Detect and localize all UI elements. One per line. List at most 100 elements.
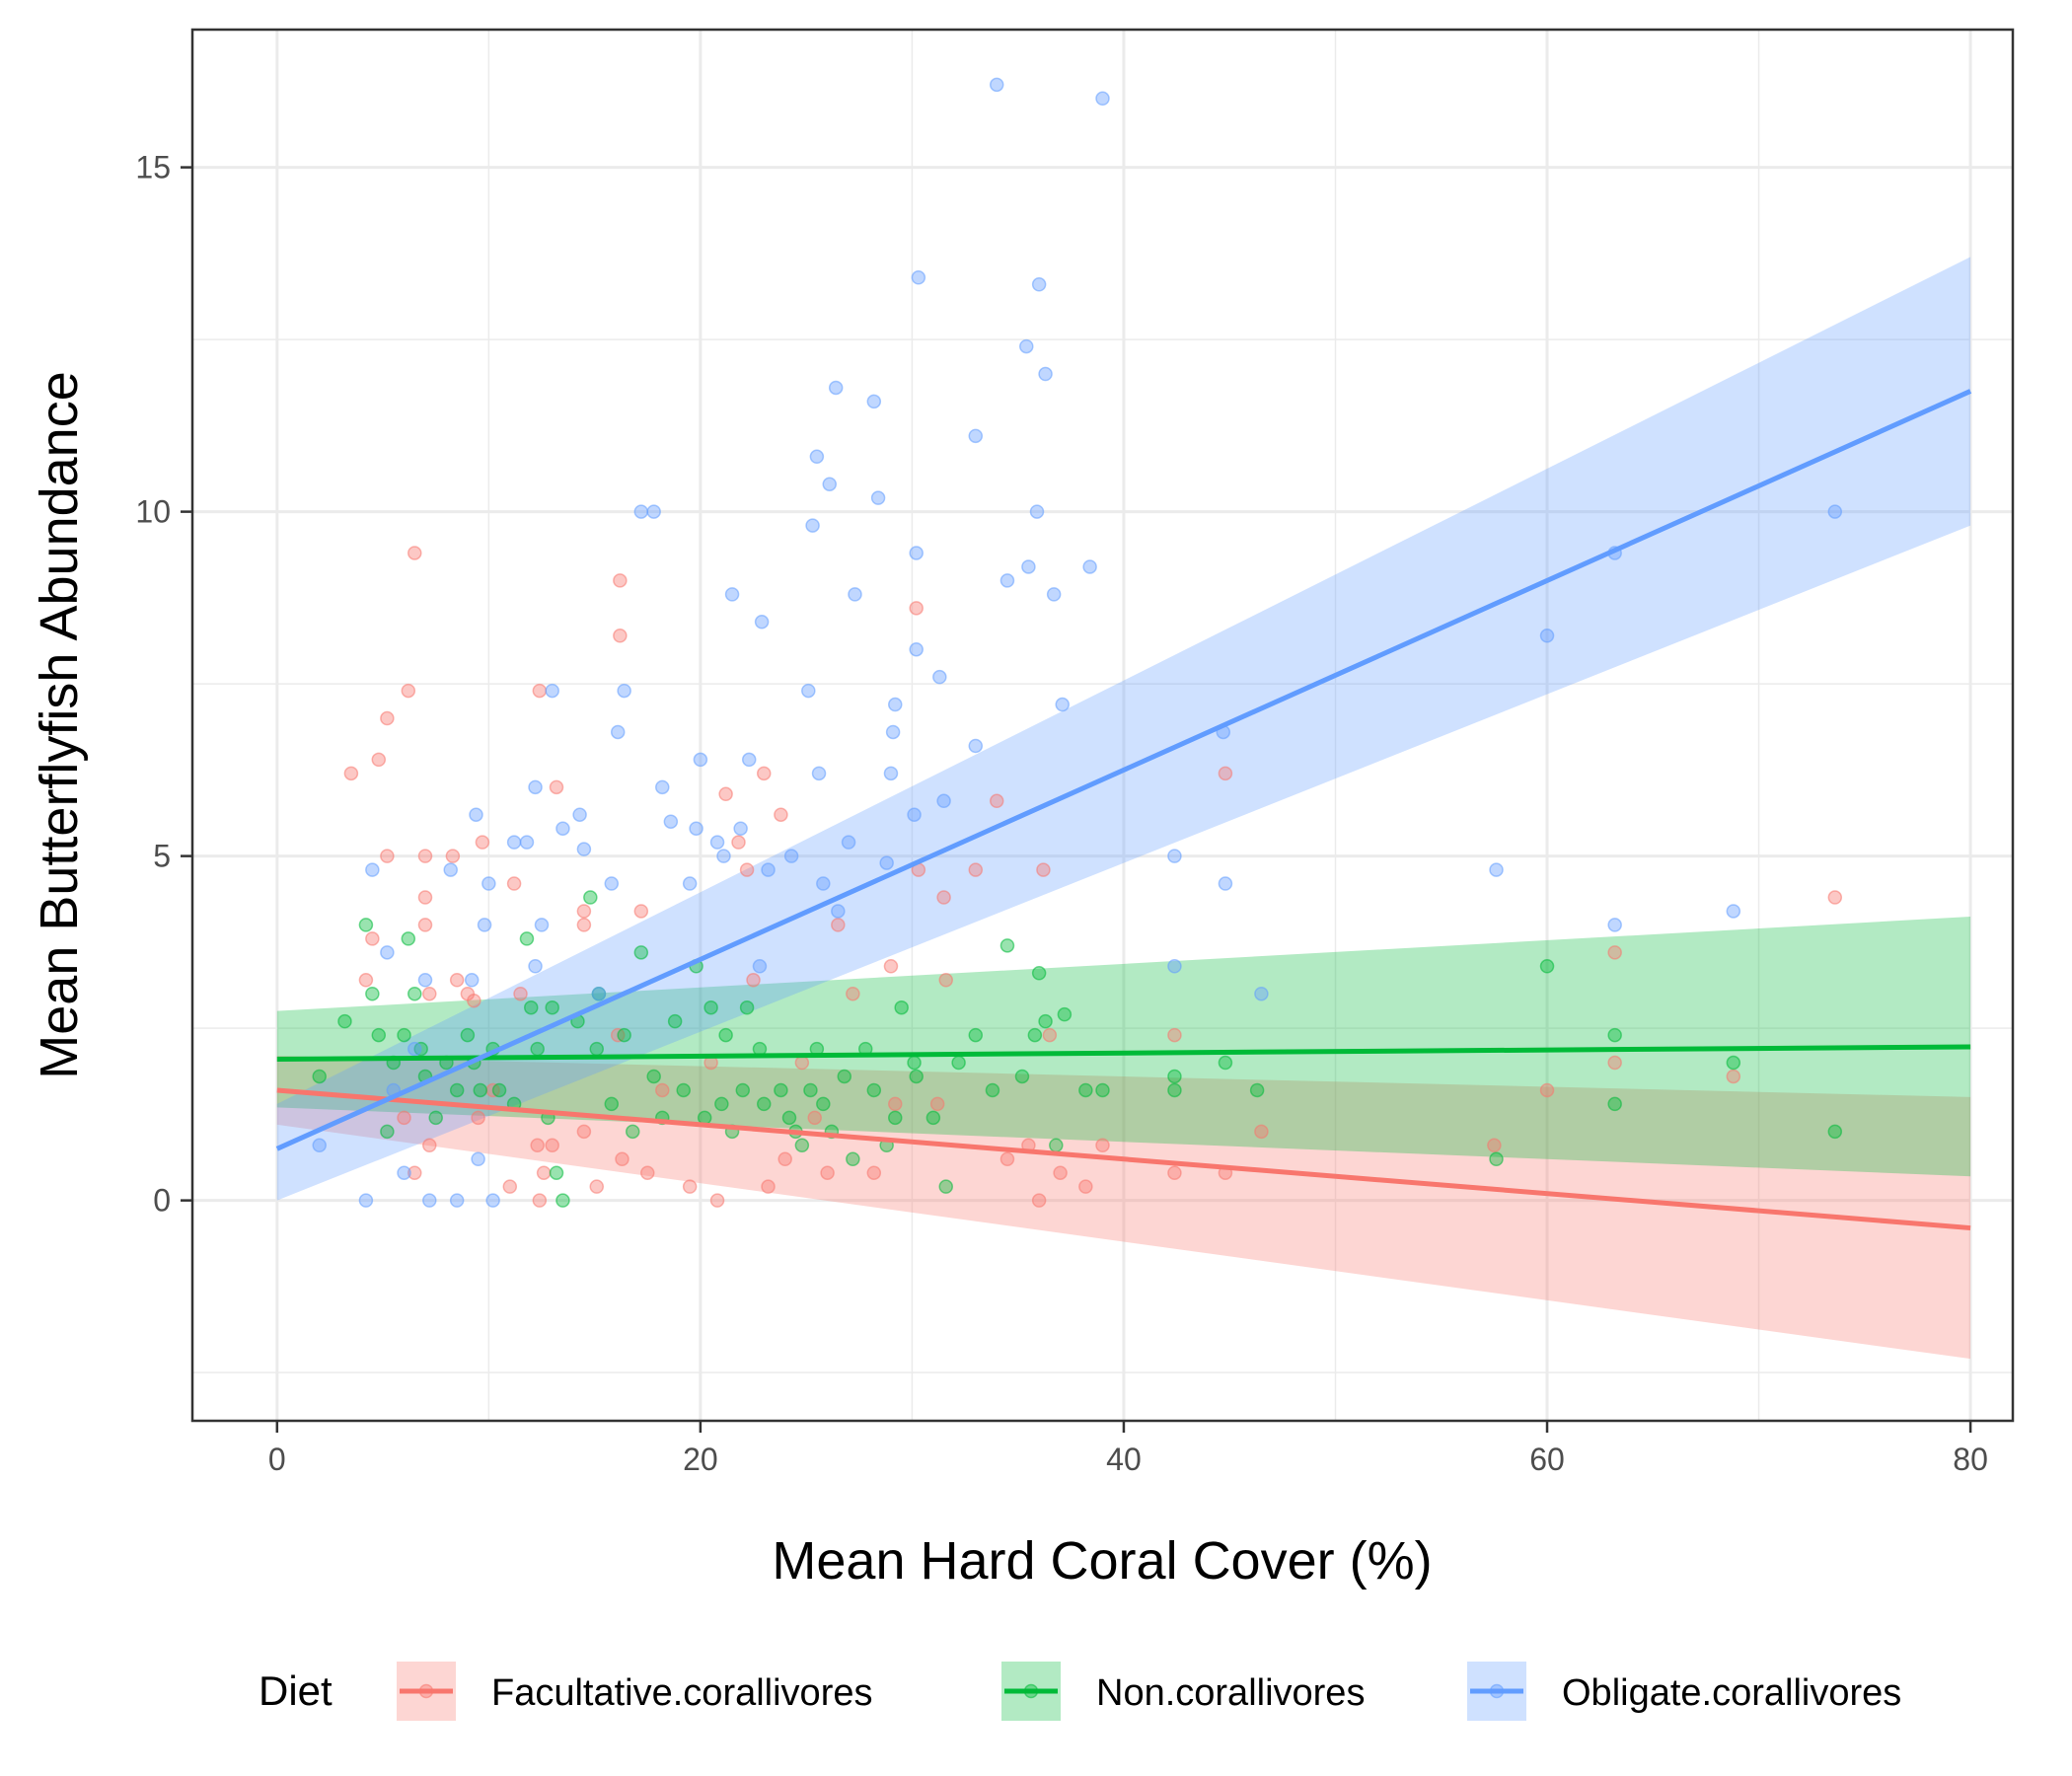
data-point: [572, 807, 587, 822]
data-point: [589, 1179, 605, 1194]
data-point: [646, 1069, 661, 1084]
data-point: [469, 807, 483, 822]
data-point: [545, 999, 559, 1015]
data-point: [709, 1193, 725, 1208]
data-point: [831, 904, 846, 919]
fit-lines: [275, 389, 1972, 1231]
data-point: [549, 779, 564, 795]
data-point: [604, 876, 620, 891]
data-point: [1031, 277, 1047, 292]
data-point: [1827, 504, 1843, 519]
data-point: [530, 1138, 545, 1153]
data-point: [365, 862, 380, 877]
data-point: [380, 710, 395, 726]
data-point: [909, 1069, 924, 1084]
data-point: [477, 918, 492, 932]
y-tick-label: 15: [135, 150, 171, 185]
data-point: [417, 973, 433, 988]
data-point: [471, 1151, 485, 1167]
data-point: [407, 546, 422, 560]
data-point: [951, 1055, 966, 1071]
data-point: [591, 986, 607, 1001]
data-point: [1049, 1138, 1064, 1153]
confidence-band: [276, 257, 1971, 1201]
data-point: [380, 849, 395, 863]
data-point: [604, 1096, 620, 1112]
data-point: [761, 1179, 776, 1194]
data-point: [1029, 504, 1045, 519]
data-point: [1095, 1138, 1110, 1153]
data-point: [794, 1055, 810, 1071]
data-point: [718, 1027, 733, 1043]
data-point: [733, 821, 748, 836]
data-point: [781, 1110, 797, 1126]
data-point: [718, 786, 733, 802]
data-point: [909, 641, 924, 657]
data-point: [445, 849, 461, 863]
data-point: [528, 959, 543, 974]
x-tick-label: 80: [1953, 1442, 1988, 1477]
data-point: [428, 1110, 443, 1126]
legend: Diet Facultative.corallivores Non.coralli…: [259, 1662, 1901, 1721]
data-point: [985, 1082, 1000, 1098]
data-point: [1014, 1069, 1030, 1084]
data-point: [866, 1082, 882, 1098]
x-tick-label: 60: [1529, 1442, 1565, 1477]
confidence-band: [276, 917, 1971, 1177]
data-point: [407, 1041, 422, 1057]
data-point: [380, 1124, 395, 1140]
data-point: [783, 849, 799, 863]
data-point: [999, 938, 1015, 953]
data-point: [888, 1096, 903, 1112]
data-point: [576, 918, 592, 932]
legend-key-point: [1023, 1683, 1039, 1699]
data-point: [774, 807, 788, 822]
data-point: [968, 862, 984, 877]
data-point: [925, 1110, 941, 1126]
data-point: [816, 1096, 831, 1112]
data-point: [1038, 366, 1053, 382]
data-point: [761, 862, 776, 877]
data-point: [655, 779, 670, 795]
data-point: [530, 1041, 545, 1057]
data-point: [655, 1082, 670, 1098]
data-point: [989, 793, 1004, 809]
legend-title: Diet: [259, 1667, 333, 1714]
data-point: [828, 380, 844, 396]
data-point: [1046, 587, 1062, 602]
data-point: [506, 835, 522, 850]
data-point: [617, 683, 631, 699]
data-point: [1057, 1006, 1073, 1022]
data-point: [443, 862, 458, 877]
data-point: [449, 1082, 465, 1098]
legend-key-point: [418, 1683, 434, 1699]
data-point: [513, 986, 528, 1001]
data-point: [709, 835, 725, 850]
data-point: [682, 876, 698, 891]
data-point: [549, 1165, 564, 1180]
data-point: [929, 1096, 945, 1112]
data-point: [545, 1138, 559, 1153]
axes: 0 20 40 60 80 0 5 10 15: [135, 150, 1987, 1477]
y-tick-label: 5: [153, 839, 171, 874]
data-point: [633, 504, 649, 519]
data-point: [343, 766, 359, 781]
data-point: [932, 669, 947, 685]
x-tick-label: 20: [683, 1442, 718, 1477]
data-point: [1539, 1082, 1555, 1098]
data-point: [756, 1096, 772, 1112]
y-tick-label: 10: [135, 494, 171, 530]
data-point: [805, 518, 820, 533]
data-point: [716, 849, 731, 863]
data-point: [846, 1151, 860, 1167]
data-point: [848, 587, 862, 602]
data-point: [731, 835, 746, 850]
legend-label: Facultative.corallivores: [491, 1672, 872, 1714]
data-point: [1167, 1082, 1182, 1098]
plot-panel: [192, 30, 2013, 1421]
data-point: [397, 1165, 411, 1180]
data-point: [1726, 1055, 1741, 1071]
data-point: [1082, 559, 1097, 574]
data-point: [422, 986, 437, 1001]
data-point: [938, 973, 953, 988]
